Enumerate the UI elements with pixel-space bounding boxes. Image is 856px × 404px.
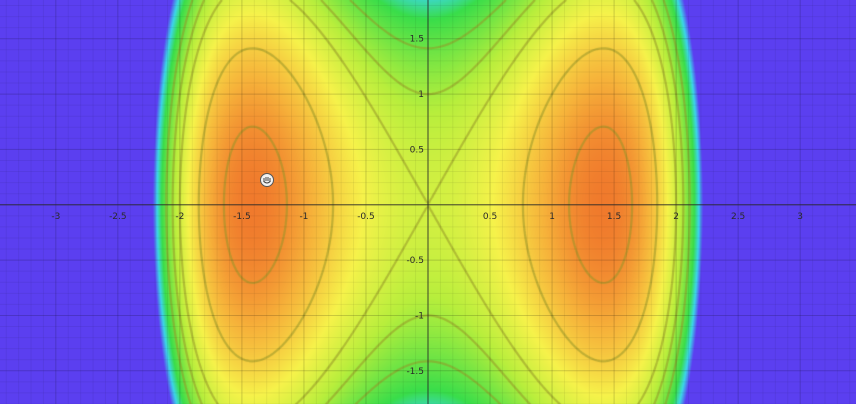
y-tick-label: -1: [415, 311, 424, 321]
y-tick-label: 0.5: [410, 145, 424, 155]
y-tick-label: 1: [418, 90, 424, 100]
x-tick-label: -2.5: [109, 212, 127, 222]
x-tick-label: -1.5: [233, 212, 251, 222]
x-tick-label: 1.5: [607, 212, 621, 222]
y-tick-label: 1.5: [410, 35, 424, 45]
x-tick-label: 2.5: [731, 212, 745, 222]
y-tick-label: -0.5: [406, 256, 424, 266]
x-tick-label: 3: [797, 212, 803, 222]
x-tick-label: -2: [175, 212, 184, 222]
grab-hand-icon: [259, 173, 274, 188]
x-tick-label: 2: [673, 212, 679, 222]
x-tick-label: 1: [549, 212, 555, 222]
y-tick-label: -1.5: [406, 367, 424, 377]
x-tick-label: -0.5: [357, 212, 375, 222]
x-tick-label: -3: [51, 212, 60, 222]
x-tick-label: 0.5: [483, 212, 497, 222]
x-tick-label: -1: [299, 212, 308, 222]
